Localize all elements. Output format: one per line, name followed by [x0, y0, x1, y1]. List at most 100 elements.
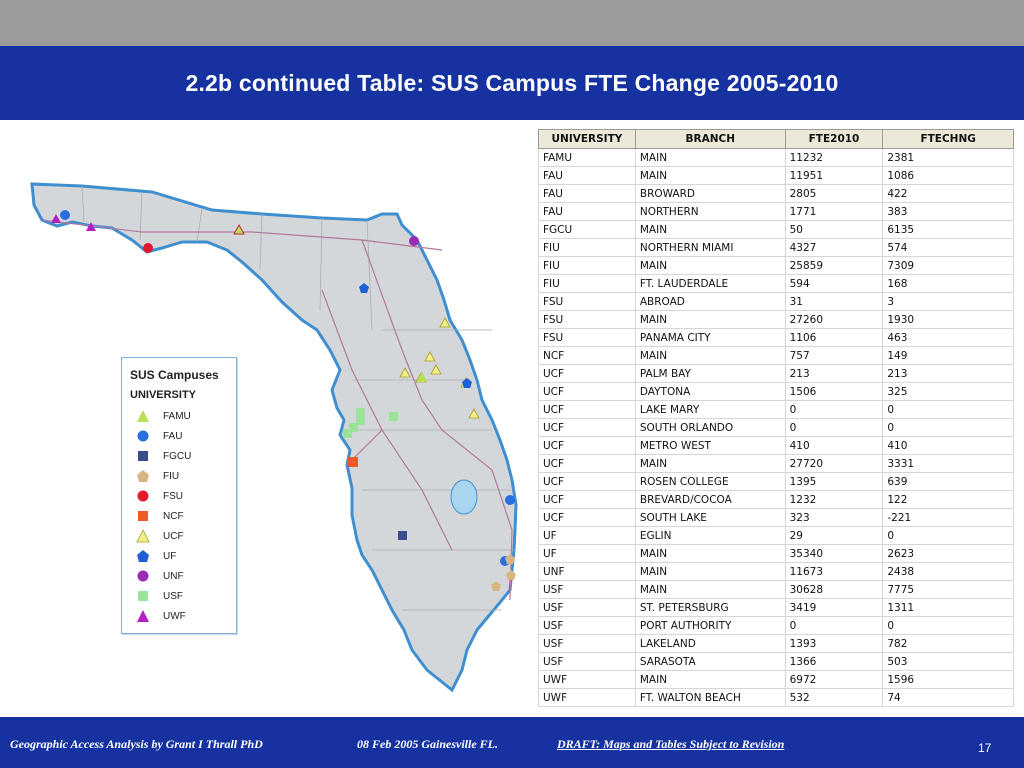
table-row: FAU NORTHERN 1771 383: [538, 202, 1014, 221]
table-row: FGCU MAIN 50 6135: [538, 220, 1014, 239]
ucf-marker: [439, 317, 451, 328]
table-cell: 1106: [785, 328, 884, 347]
table-cell: FIU: [538, 274, 636, 293]
table-row: FSU ABROAD 31 3: [538, 292, 1014, 311]
usf-marker: [343, 429, 352, 438]
column-header-branch: BRANCH: [634, 129, 786, 149]
table-cell: FSU: [538, 292, 636, 311]
table-cell: -221: [882, 508, 1014, 527]
fiu-marker: [505, 554, 515, 564]
legend-item-uwf: UWF: [136, 608, 186, 624]
table-cell: MAIN: [635, 310, 786, 329]
table-cell: 594: [785, 274, 884, 293]
table-cell: SARASOTA: [635, 652, 786, 671]
table-cell: 757: [785, 346, 884, 365]
legend-item-fgcu: FGCU: [136, 448, 191, 464]
column-header-university: UNIVERSITY: [538, 129, 636, 149]
table-row: UWF FT. WALTON BEACH 532 74: [538, 688, 1014, 707]
table-cell: ST. PETERSBURG: [635, 598, 786, 617]
table-row: UWF MAIN 6972 1596: [538, 670, 1014, 689]
table-cell: UCF: [538, 508, 636, 527]
ucf-triangle-icon: [136, 529, 150, 543]
table-cell: UCF: [538, 436, 636, 455]
table-cell: 0: [882, 526, 1014, 545]
footer-author: Geographic Access Analysis by Grant I Th…: [10, 737, 263, 751]
table-row: FIU MAIN 25859 7309: [538, 256, 1014, 275]
table-cell: LAKE MARY: [635, 400, 786, 419]
table-cell: 30628: [785, 580, 884, 599]
table-row: UCF SOUTH ORLANDO 0 0: [538, 418, 1014, 437]
fsu-marker: [143, 243, 153, 253]
table-cell: 11673: [785, 562, 884, 581]
table-cell: MAIN: [635, 346, 786, 365]
unf-circle-icon: [137, 570, 149, 582]
usf-square-icon: [138, 591, 148, 601]
table-cell: NORTHERN: [635, 202, 786, 221]
table-cell: 1506: [785, 382, 884, 401]
table-cell: NORTHERN MIAMI: [635, 238, 786, 257]
table-row: FAMU MAIN 11232 2381: [538, 148, 1014, 167]
table-cell: LAKELAND: [635, 634, 786, 653]
famu-marker: [417, 372, 427, 381]
table-header-row: UNIVERSITY BRANCH FTE2010 FTECHNG: [538, 129, 1014, 149]
table-cell: UCF: [538, 490, 636, 509]
table-cell: 35340: [785, 544, 884, 563]
table-cell: 2438: [882, 562, 1014, 581]
table-row: UCF SOUTH LAKE 323 -221: [538, 508, 1014, 527]
table-row: UNF MAIN 11673 2438: [538, 562, 1014, 581]
table-row: UCF MAIN 27720 3331: [538, 454, 1014, 473]
table-row: UF MAIN 35340 2623: [538, 544, 1014, 563]
florida-landmass: [30, 182, 518, 693]
table-cell: 1930: [882, 310, 1014, 329]
table-row: FSU PANAMA CITY 1106 463: [538, 328, 1014, 347]
table-cell: 1393: [785, 634, 884, 653]
table-cell: 1366: [785, 652, 884, 671]
table-cell: 4327: [785, 238, 884, 257]
fiu-marker: [506, 570, 516, 580]
top-band: [0, 0, 1024, 46]
uf-pentagon-icon: [137, 550, 149, 562]
table-cell: USF: [538, 580, 636, 599]
uwf-marker: [86, 222, 96, 231]
footer-date-place: 08 Feb 2005 Gainesville FL.: [357, 737, 498, 751]
table-cell: 0: [882, 418, 1014, 437]
table-row: UCF BREVARD/COCOA 1232 122: [538, 490, 1014, 509]
table-cell: 2623: [882, 544, 1014, 563]
famu-triangle-icon: [137, 410, 149, 422]
legend-item-ncf: NCF: [136, 508, 184, 524]
table-cell: 29: [785, 526, 884, 545]
table-cell: 383: [882, 202, 1014, 221]
table-cell: 11232: [785, 148, 884, 167]
table-cell: USF: [538, 634, 636, 653]
table-row: UCF ROSEN COLLEGE 1395 639: [538, 472, 1014, 491]
famu-marker: [233, 223, 245, 235]
table-cell: 410: [882, 436, 1014, 455]
table-cell: 0: [882, 616, 1014, 635]
table-cell: METRO WEST: [635, 436, 786, 455]
table-cell: SOUTH LAKE: [635, 508, 786, 527]
table-cell: FGCU: [538, 220, 636, 239]
table-cell: UCF: [538, 472, 636, 491]
table-cell: MAIN: [635, 220, 786, 239]
fiu-marker: [491, 581, 501, 591]
column-header-ftechng: FTECHNG: [882, 129, 1014, 149]
table-row: USF ST. PETERSBURG 3419 1311: [538, 598, 1014, 617]
table-cell: FIU: [538, 256, 636, 275]
table-cell: 410: [785, 436, 884, 455]
unf-marker: [409, 236, 419, 246]
footer-bar: Geographic Access Analysis by Grant I Th…: [0, 717, 1024, 768]
table-cell: 0: [785, 400, 884, 419]
table-cell: MAIN: [635, 580, 786, 599]
table-cell: 503: [882, 652, 1014, 671]
legend-item-ucf: UCF: [136, 528, 184, 544]
table-cell: 7309: [882, 256, 1014, 275]
fau-circle-icon: [137, 430, 149, 442]
table-cell: USF: [538, 598, 636, 617]
table-cell: DAYTONA: [635, 382, 786, 401]
table-cell: FT. LAUDERDALE: [635, 274, 786, 293]
table-cell: FSU: [538, 328, 636, 347]
table-cell: MAIN: [635, 256, 786, 275]
table-row: UCF DAYTONA 1506 325: [538, 382, 1014, 401]
fsu-circle-icon: [137, 490, 149, 502]
fgcu-square-icon: [138, 451, 148, 461]
